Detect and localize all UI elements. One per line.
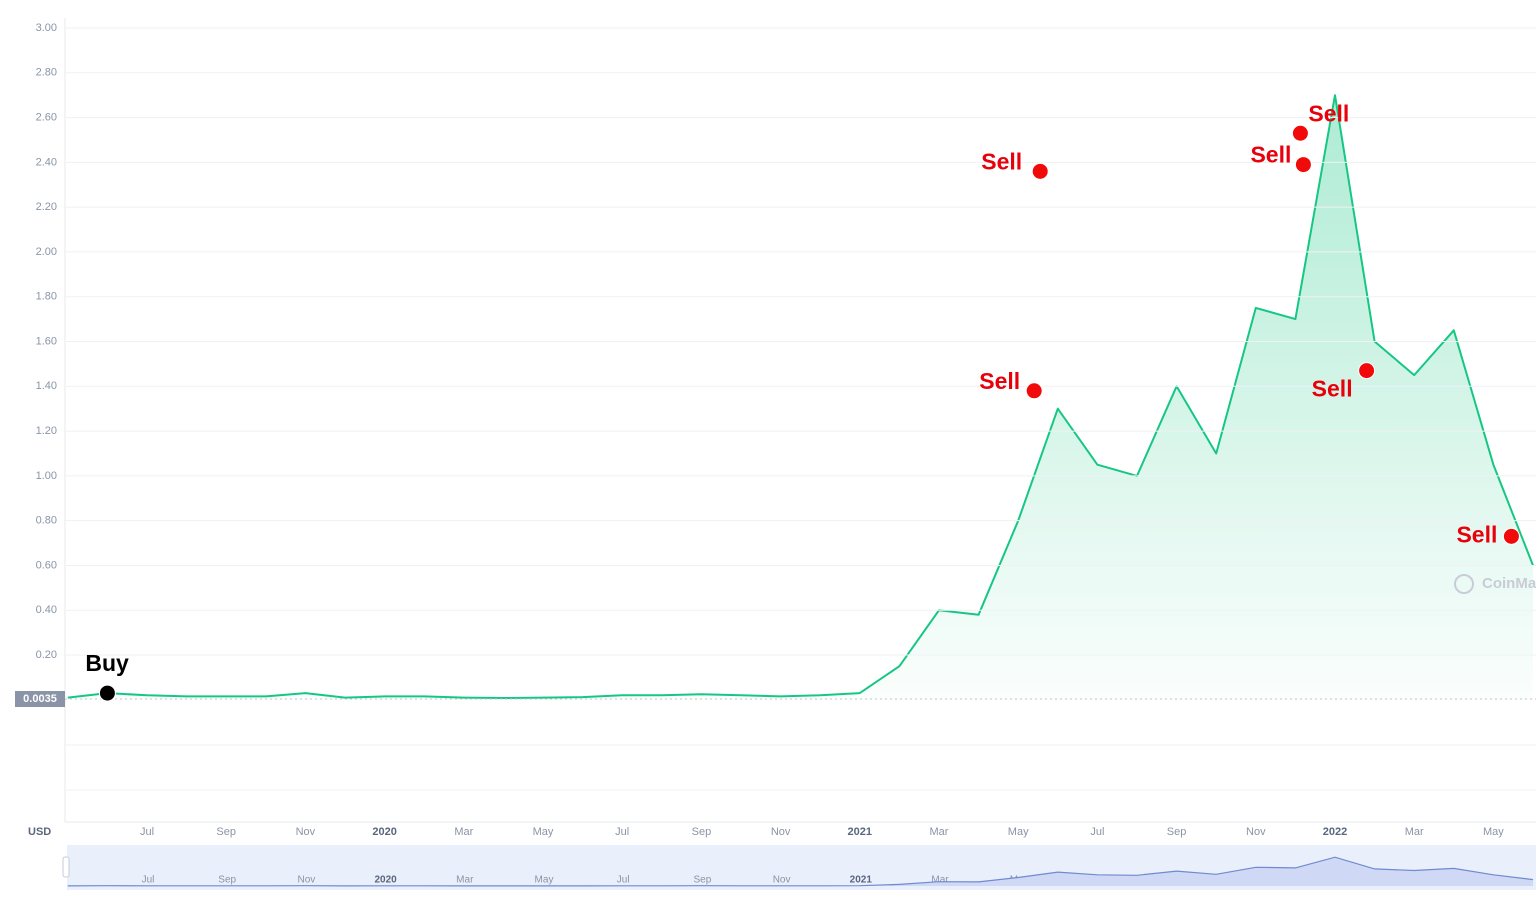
navigator-tick-label: 2021: [850, 875, 873, 886]
y-tick-label: 0.40: [36, 604, 57, 616]
x-tick-label: Jul: [615, 826, 629, 838]
annotation-dot: [1294, 156, 1312, 174]
navigator-tick-label: May: [535, 875, 554, 886]
price-label: 0.0035: [23, 693, 57, 705]
y-tick-label: 2.40: [36, 156, 57, 168]
x-tick-label: Sep: [692, 826, 712, 838]
annotation-label: Sell: [981, 148, 1022, 174]
x-tick-label: Jul: [140, 826, 154, 838]
annotation-dot: [1502, 527, 1520, 545]
y-tick-label: 2.80: [36, 67, 57, 79]
navigator-tick-label: Sep: [218, 875, 236, 886]
annotation-label: Sell: [1250, 142, 1291, 168]
navigator-tick-label: Nov: [773, 875, 791, 886]
y-tick-label: 3.00: [36, 22, 57, 34]
x-tick-label: Mar: [454, 826, 473, 838]
x-tick-label: May: [1008, 826, 1029, 838]
y-tick-label: 1.00: [36, 470, 57, 482]
x-tick-label: Mar: [1405, 826, 1424, 838]
navigator-area: [67, 857, 1533, 886]
annotation-dot: [1291, 124, 1309, 142]
navigator-tick-label: Jul: [142, 875, 155, 886]
y-tick-label: 2.60: [36, 111, 57, 123]
navigator-tick-label: Mar: [931, 875, 949, 886]
y-tick-label: 0.80: [36, 515, 57, 527]
navigator-handle[interactable]: [62, 856, 70, 878]
x-tick-label: Jul: [1090, 826, 1104, 838]
x-tick-label: Nov: [771, 826, 791, 838]
y-tick-label: 2.20: [36, 201, 57, 213]
price-line: [67, 94, 1534, 699]
watermark: CoinMarketCap: [1482, 575, 1536, 592]
annotation-dot: [1358, 362, 1376, 380]
y-tick-label: 1.80: [36, 291, 57, 303]
price-label-box: [15, 691, 65, 708]
watermark-logo: [1454, 574, 1474, 594]
annotation-label: Sell: [1308, 100, 1349, 126]
annotation-label: Buy: [85, 650, 129, 676]
x-tick-label: May: [533, 826, 554, 838]
annotation-dot: [98, 684, 116, 702]
y-tick-label: 1.60: [36, 335, 57, 347]
x-tick-label: Sep: [1167, 826, 1187, 838]
y-tick-label: 1.40: [36, 380, 57, 392]
x-tick-label: 2022: [1323, 826, 1347, 838]
annotation-dot: [1025, 382, 1043, 400]
y-tick-label: 0.60: [36, 559, 57, 571]
axis-unit: USD: [28, 826, 51, 838]
annotation-dot: [1031, 162, 1049, 180]
navigator-tick-label: Nov: [298, 875, 316, 886]
x-tick-label: Nov: [296, 826, 316, 838]
x-tick-label: 2021: [848, 826, 872, 838]
x-tick-label: Sep: [216, 826, 236, 838]
navigator-tick-label: Jul: [617, 875, 630, 886]
x-tick-label: Mar: [930, 826, 949, 838]
y-tick-label: 2.00: [36, 246, 57, 258]
x-tick-label: 2020: [372, 826, 396, 838]
navigator-line: [67, 856, 1534, 887]
x-tick-label: Nov: [1246, 826, 1266, 838]
x-tick-label: May: [1483, 826, 1504, 838]
y-tick-label: 0.20: [36, 649, 57, 661]
navigator-tick-label: Sep: [694, 875, 712, 886]
annotation-label: Sell: [979, 368, 1020, 394]
annotation-label: Sell: [1456, 521, 1497, 547]
annotation-label: Sell: [1312, 376, 1353, 402]
navigator-tick-label: Mar: [456, 875, 474, 886]
price-area: [67, 95, 1533, 700]
navigator-tick-label: 2020: [374, 875, 397, 886]
y-tick-label: 1.20: [36, 425, 57, 437]
